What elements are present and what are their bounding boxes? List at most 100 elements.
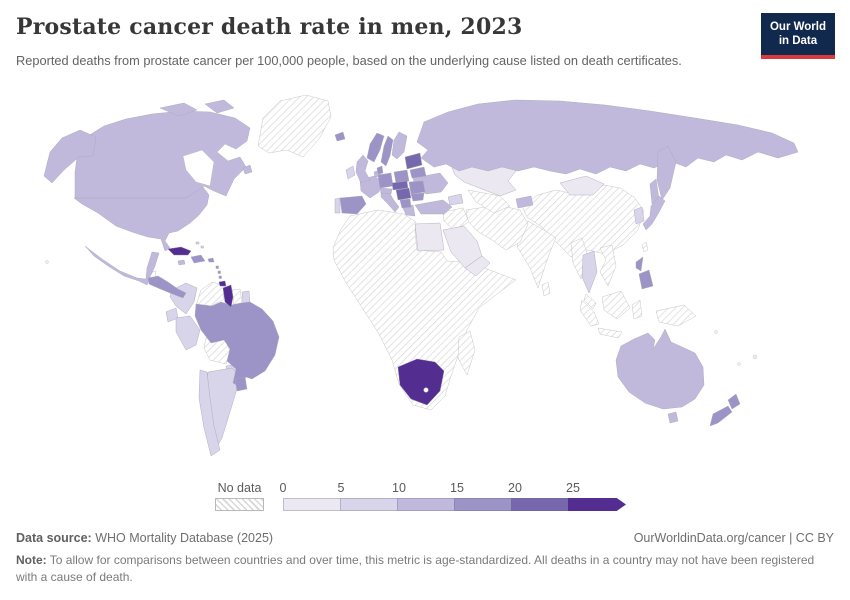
region-hungary-croatia[interactable] [395, 187, 412, 201]
region-central-america[interactable] [147, 275, 187, 299]
country-peru[interactable] [175, 315, 201, 351]
country-india[interactable] [513, 220, 557, 289]
legend-segment-5-10[interactable] [340, 498, 398, 511]
island-lesser-antilles-3[interactable] [218, 275, 222, 279]
country-iceland[interactable] [334, 131, 346, 142]
region-canadian-arctic-islands-2[interactable] [204, 99, 235, 114]
country-lesotho[interactable] [423, 387, 429, 393]
country-romania[interactable] [408, 180, 426, 195]
country-thailand[interactable] [581, 250, 598, 294]
legend-segment-20-25[interactable] [511, 498, 569, 511]
country-suriname[interactable] [231, 288, 243, 306]
country-finland[interactable] [391, 131, 408, 160]
country-turkey[interactable] [414, 199, 453, 215]
island-lesser-antilles-1[interactable] [215, 265, 219, 269]
country-poland[interactable] [393, 169, 410, 184]
region-iraq-syria[interactable] [442, 207, 470, 231]
legend-tick-15: 15 [450, 481, 464, 495]
country-portugal[interactable] [334, 197, 341, 214]
region-canadian-arctic-islands[interactable] [159, 102, 198, 117]
region-balkans[interactable] [399, 198, 412, 209]
island-puerto-rico[interactable] [207, 257, 215, 263]
island-bahamas-2[interactable] [200, 245, 204, 249]
country-madagascar[interactable] [457, 330, 476, 376]
country-philippines-south[interactable] [638, 269, 654, 290]
country-belarus[interactable] [409, 166, 427, 179]
country-spain[interactable] [339, 195, 367, 215]
island-sumatra[interactable] [579, 299, 600, 327]
country-brazil[interactable] [194, 301, 280, 388]
country-russia[interactable] [416, 99, 799, 175]
country-chile[interactable] [198, 369, 221, 457]
country-egypt[interactable] [414, 222, 445, 252]
legend-colorbar [283, 498, 633, 511]
data-source: Data source: WHO Mortality Database (202… [16, 531, 273, 545]
island-new-guinea[interactable] [655, 304, 697, 327]
region-central-asia[interactable] [467, 189, 511, 214]
country-united-states[interactable] [73, 186, 210, 252]
country-jamaica[interactable] [177, 259, 186, 266]
legend-segment-15-20[interactable] [454, 498, 512, 511]
island-borneo[interactable] [601, 290, 631, 320]
country-united-kingdom[interactable] [355, 154, 371, 184]
country-uruguay[interactable] [234, 376, 248, 392]
country-canada[interactable] [74, 110, 251, 199]
country-denmark[interactable] [376, 165, 384, 175]
data-source-label: Data source: [16, 531, 92, 545]
country-greenland[interactable] [257, 94, 332, 158]
country-bulgaria[interactable] [410, 192, 425, 202]
map-legend: No data 0 5 10 15 20 25 [215, 481, 633, 511]
region-caucasus[interactable] [447, 193, 464, 206]
owid-logo[interactable]: Our World in Data [760, 13, 835, 59]
region-baltic-states[interactable] [404, 152, 423, 170]
country-cuba[interactable] [167, 246, 192, 256]
country-mexico[interactable] [84, 245, 160, 286]
small-island [737, 362, 741, 366]
legend-segment-0-5[interactable] [283, 498, 341, 511]
legend-tick-25: 25 [566, 481, 580, 495]
small-island [714, 330, 718, 334]
country-japan[interactable] [642, 195, 666, 231]
country-norway[interactable] [366, 132, 385, 163]
country-kyrgyzstan[interactable] [515, 195, 534, 209]
country-ireland[interactable] [345, 165, 356, 180]
legend-segment-10-15[interactable] [397, 498, 455, 511]
country-australia[interactable] [615, 328, 705, 410]
country-malaysia[interactable] [583, 293, 597, 310]
small-island [45, 260, 49, 264]
country-guyana[interactable] [222, 284, 234, 308]
island-sulawesi[interactable] [631, 299, 643, 320]
region-alaska[interactable] [43, 129, 97, 184]
country-philippines-north[interactable] [635, 256, 644, 272]
island-java[interactable] [597, 327, 623, 339]
island-tasmania[interactable] [667, 411, 679, 424]
country-south-korea[interactable] [633, 206, 645, 225]
country-trinidad-and-tobago[interactable] [218, 280, 227, 287]
country-sweden[interactable] [380, 135, 394, 167]
legend-ticks: 0 5 10 15 20 25 [280, 481, 633, 498]
country-sri-lanka[interactable] [541, 281, 551, 297]
region-kamchatka[interactable] [656, 145, 677, 201]
region-austria-switzerland[interactable] [379, 187, 393, 195]
region-vietnam-laos[interactable] [599, 244, 617, 287]
no-data-swatch[interactable] [215, 498, 264, 511]
country-new-zealand-south[interactable] [709, 405, 733, 427]
island-newfoundland[interactable] [242, 164, 253, 175]
page-title: Prostate cancer death rate in men, 2023 [16, 14, 523, 40]
region-yemen-oman[interactable] [464, 255, 491, 277]
rights-link[interactable]: OurWorldinData.org/cancer | CC BY [633, 531, 834, 545]
legend-segment-25-plus[interactable] [568, 498, 626, 511]
island-bahamas[interactable] [195, 241, 200, 245]
region-iran-afghanistan-pakistan[interactable] [465, 204, 529, 251]
country-new-zealand-north[interactable] [727, 393, 741, 410]
country-mongolia[interactable] [559, 175, 605, 196]
island-hispaniola[interactable] [190, 254, 206, 264]
country-south-africa[interactable] [397, 358, 445, 406]
legend-tick-10: 10 [392, 481, 406, 495]
chart-subtitle: Reported deaths from prostate cancer per… [16, 53, 682, 68]
island-lesser-antilles-2[interactable] [217, 270, 221, 274]
country-taiwan[interactable] [641, 241, 649, 253]
country-germany[interactable] [377, 172, 394, 189]
